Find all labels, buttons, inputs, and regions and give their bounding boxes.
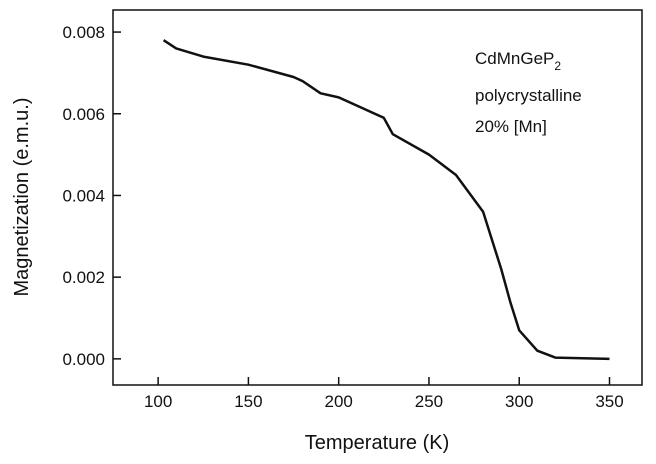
annotation-line: 20% [Mn] <box>475 117 547 136</box>
annotation-line: polycrystalline <box>475 86 582 105</box>
y-axis-label: Magnetization (e.m.u.) <box>11 98 33 297</box>
x-tick-label: 250 <box>415 392 443 411</box>
y-tick-label: 0.000 <box>62 350 105 369</box>
annotation-formula-text: CdMnGeP <box>475 49 554 68</box>
y-tick-label: 0.004 <box>62 186 105 205</box>
x-tick-label: 350 <box>595 392 623 411</box>
annotation-formula: CdMnGeP2 <box>475 49 561 73</box>
x-tick-label: 300 <box>505 392 533 411</box>
annotation-subscript: 2 <box>554 59 561 73</box>
data-line <box>162 39 610 361</box>
y-tick-label: 0.002 <box>62 268 105 287</box>
x-axis-label: Temperature (K) <box>305 432 450 454</box>
x-tick-label: 200 <box>324 392 352 411</box>
y-tick-label: 0.008 <box>62 23 105 42</box>
y-tick-label: 0.006 <box>62 105 105 124</box>
plot-frame <box>112 9 643 386</box>
x-tick-label: 100 <box>144 392 172 411</box>
x-tick-label: 150 <box>234 392 262 411</box>
